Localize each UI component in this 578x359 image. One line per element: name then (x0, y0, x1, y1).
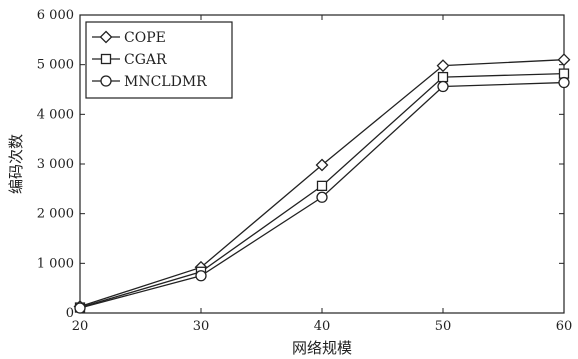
y-axis-label: 编码次数 (7, 134, 25, 194)
data-point-mncldmr (195, 270, 207, 282)
y-tick-label: 5 000 (37, 58, 74, 73)
y-tick-label: 2 000 (37, 207, 74, 222)
legend-marker-cope (99, 30, 113, 44)
data-point-cgar (437, 71, 449, 83)
x-tick-label: 50 (435, 319, 452, 334)
data-point-mncldmr (437, 80, 449, 93)
x-tick-label: 20 (72, 319, 89, 334)
legend-label: MNCLDMR (124, 74, 207, 90)
legend-label: CGAR (124, 52, 167, 68)
legend-item-cgar: CGAR (92, 52, 167, 68)
legend: COPE CGAR MNCLDMR (85, 21, 233, 99)
data-point-cgar (316, 180, 328, 192)
data-point-cope (315, 158, 329, 172)
legend-item-mncldmr: MNCLDMR (92, 74, 207, 90)
x-axis-label: 网络规模 (292, 339, 352, 357)
legend-marker-mncldmr (100, 75, 112, 87)
data-point-cope (557, 53, 571, 67)
x-tick-label: 40 (314, 319, 331, 334)
x-tick-label: 30 (193, 319, 210, 334)
y-tick-label: 4 000 (37, 107, 74, 122)
x-axis-ticks: 20 30 40 50 60 (72, 15, 573, 334)
legend-label: COPE (124, 30, 166, 46)
data-point-mncldmr (558, 76, 570, 89)
series-layer (73, 53, 571, 314)
y-tick-label: 0 (66, 306, 74, 321)
y-axis-ticks: 0 1 000 2 000 3 000 4 000 5 000 6 000 (37, 8, 564, 321)
data-point-cope (436, 59, 450, 73)
data-point-mncldmr (74, 302, 86, 314)
x-tick-label: 60 (556, 319, 573, 334)
y-tick-label: 1 000 (37, 256, 74, 271)
legend-marker-cgar (100, 53, 112, 65)
series-mncldmr (74, 76, 570, 314)
legend-items: COPE CGAR MNCLDMR (92, 30, 207, 90)
legend-item-cope: COPE (92, 30, 166, 46)
data-point-mncldmr (316, 191, 328, 203)
series-cgar (74, 68, 570, 313)
y-tick-label: 6 000 (37, 8, 74, 23)
data-point-cgar (558, 68, 570, 79)
y-tick-label: 3 000 (37, 157, 74, 172)
